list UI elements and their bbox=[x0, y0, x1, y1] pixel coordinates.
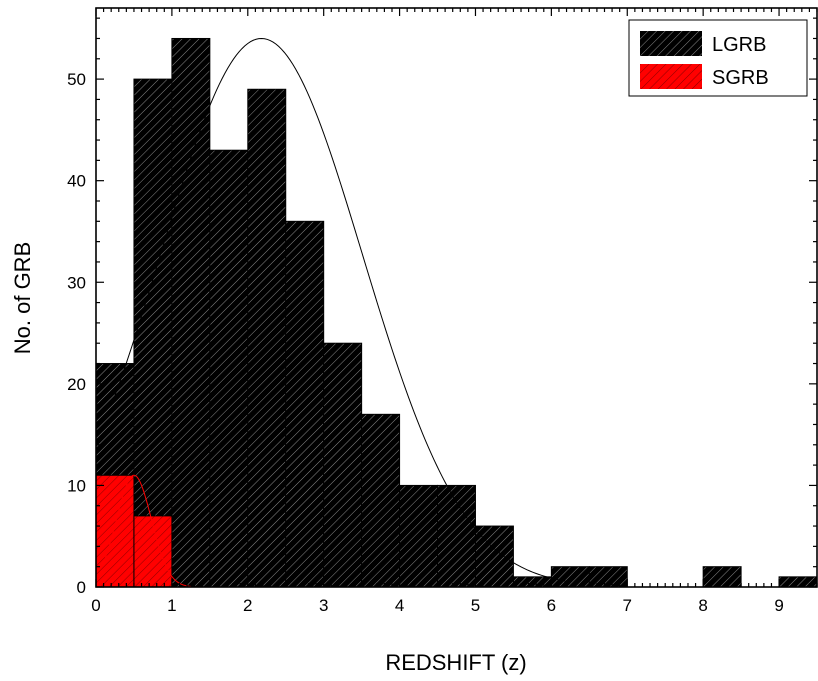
lgrb-bar bbox=[133, 78, 173, 588]
legend-swatch-sgrb bbox=[640, 64, 702, 89]
x-tick-label: 4 bbox=[395, 596, 404, 615]
y-tick-label: 30 bbox=[67, 273, 86, 292]
lgrb-bar bbox=[550, 566, 590, 588]
sgrb-bars bbox=[95, 474, 173, 588]
lgrb-bar bbox=[702, 566, 742, 588]
sgrb-bar bbox=[95, 474, 135, 588]
lgrb-bar bbox=[437, 484, 476, 588]
sgrb-bar bbox=[133, 515, 173, 588]
lgrb-bar bbox=[285, 220, 325, 588]
lgrb-bar bbox=[247, 88, 287, 588]
x-tick-label: 3 bbox=[319, 596, 328, 615]
x-tick-label: 5 bbox=[471, 596, 480, 615]
lgrb-bars bbox=[95, 37, 818, 588]
fit-curves bbox=[103, 37, 567, 587]
legend-label-sgrb: SGRB bbox=[712, 67, 769, 89]
lgrb-bar bbox=[361, 413, 401, 588]
lgrb-bar bbox=[209, 149, 249, 588]
y-tick-label: 0 bbox=[77, 578, 86, 597]
x-tick-label: 9 bbox=[774, 596, 783, 615]
lgrb-bar bbox=[323, 342, 363, 588]
x-axis-title: REDSHIFT (z) bbox=[385, 650, 526, 675]
lgrb-bar bbox=[588, 566, 628, 588]
x-tick-label: 6 bbox=[547, 596, 556, 615]
plot-frame bbox=[95, 7, 818, 588]
x-tick-label: 8 bbox=[698, 596, 707, 615]
lgrb-bar bbox=[778, 576, 818, 588]
legend: LGRB SGRB bbox=[628, 19, 808, 97]
x-tick-label: 7 bbox=[623, 596, 632, 615]
y-axis-title: No. of GRB bbox=[10, 242, 35, 354]
x-tick-label: 2 bbox=[243, 596, 252, 615]
y-tick-label: 40 bbox=[67, 172, 86, 191]
lgrb-fit-curve bbox=[114, 37, 567, 582]
x-tick-label: 1 bbox=[167, 596, 176, 615]
sgrb-fit-curve bbox=[103, 474, 191, 587]
lgrb-bar bbox=[171, 37, 211, 588]
lgrb-bar bbox=[399, 484, 439, 588]
lgrb-bar bbox=[512, 576, 552, 588]
legend-swatch-lgrb bbox=[640, 31, 702, 56]
x-tick-label: 0 bbox=[91, 596, 100, 615]
legend-label-lgrb: LGRB bbox=[712, 34, 766, 56]
y-tick-label: 10 bbox=[67, 476, 86, 495]
y-tick-label: 50 bbox=[67, 70, 86, 89]
y-tick-label: 20 bbox=[67, 375, 86, 394]
axis-tick-labels: 0 1 2 3 4 5 6 7 8 9 0 10 20 30 40 50 bbox=[67, 70, 784, 615]
